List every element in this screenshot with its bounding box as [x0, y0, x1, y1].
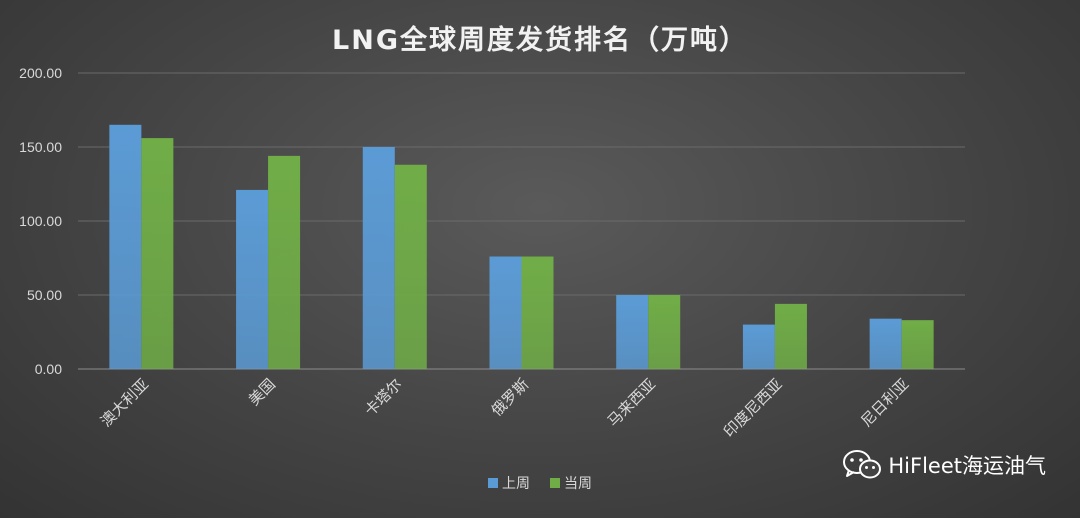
- bar-当周-澳大利亚: [141, 138, 174, 369]
- watermark: HiFleet海运油气: [842, 449, 1046, 481]
- chart-title: LNG全球周度发货排名（万吨）: [332, 25, 748, 56]
- bar-上周-美国: [236, 189, 269, 369]
- bar-当周-尼日利亚: [901, 320, 934, 369]
- y-tick-label: 200.00: [19, 65, 62, 81]
- y-tick-label: 0.00: [35, 361, 62, 377]
- x-tick-label: 印度尼西亚: [720, 375, 786, 441]
- bar-上周-卡塔尔: [362, 147, 395, 369]
- bar-上周-澳大利亚: [109, 124, 142, 369]
- x-axis-ticks: 澳大利亚 美国 卡塔尔 俄罗斯 马来西亚 印度尼西亚 尼日利亚: [97, 375, 912, 441]
- bar-当周-卡塔尔: [394, 164, 427, 369]
- legend-swatch: [550, 478, 560, 488]
- bar-当周-马来西亚: [648, 295, 681, 369]
- watermark-text: HiFleet海运油气: [888, 454, 1046, 478]
- wechat-icon: [843, 450, 882, 479]
- x-tick-label: 俄罗斯: [488, 375, 533, 420]
- y-tick-label: 150.00: [19, 139, 62, 155]
- y-tick-label: 50.00: [27, 287, 62, 303]
- bar-当周-印度尼西亚: [774, 303, 807, 369]
- bars: [109, 124, 934, 369]
- x-tick-label: 尼日利亚: [857, 375, 912, 430]
- legend-swatch: [488, 478, 498, 488]
- bar-当周-俄罗斯: [521, 256, 554, 369]
- x-tick-label: 马来西亚: [604, 375, 659, 430]
- x-tick-label: 澳大利亚: [97, 375, 152, 430]
- y-tick-label: 100.00: [19, 213, 62, 229]
- legend-label: 上周: [502, 476, 530, 492]
- y-axis-ticks: 0.00 50.00 100.00 150.00 200.00: [19, 65, 62, 377]
- x-tick-label: 美国: [245, 375, 279, 409]
- x-tick-label: 卡塔尔: [361, 375, 406, 420]
- legend: 上周 当周: [488, 476, 592, 492]
- bar-上周-印度尼西亚: [742, 324, 775, 369]
- bar-当周-美国: [268, 155, 301, 369]
- bar-上周-尼日利亚: [869, 318, 902, 369]
- legend-label: 当周: [564, 476, 592, 492]
- bar-上周-马来西亚: [616, 295, 649, 369]
- bar-上周-俄罗斯: [489, 256, 522, 369]
